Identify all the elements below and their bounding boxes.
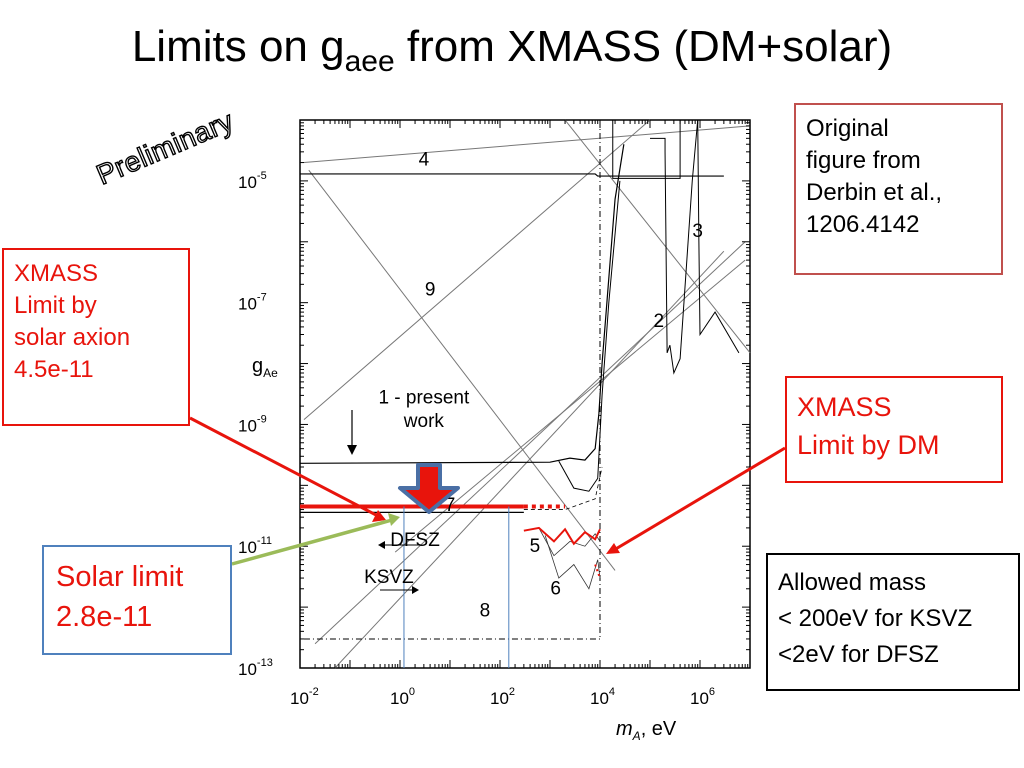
slide-title: Limits on gaee from XMASS (DM+solar)	[131, 22, 893, 78]
y-tick-label: 10-7	[238, 292, 267, 314]
xmass-solar-line-1: XMASS	[14, 260, 99, 287]
annotation-label: 4	[419, 149, 430, 170]
xmass-solar-box: XMASS Limit by solar axion 4.5e-11	[2, 248, 190, 426]
solar-limit-line-2: 2.8e-11	[56, 601, 153, 633]
series-line-box_top	[612, 120, 681, 179]
diagonal-limit-line	[314, 241, 746, 645]
original-figure-box: Original figure from Derbin et al., 1206…	[794, 103, 1003, 275]
solar-limit-line-1: Solar limit	[56, 561, 184, 593]
annotation-label: 2	[654, 311, 665, 332]
ksvz-arrowhead	[412, 586, 419, 594]
xmass-dm-box: XMASS Limit by DM	[785, 376, 1003, 483]
x-tick-label: 102	[490, 686, 515, 708]
x-tick-label: 10-2	[290, 686, 319, 708]
x-axis-label: mA, eV	[616, 718, 677, 743]
diagonal-limit-line	[334, 250, 725, 669]
annotation-label: 9	[425, 280, 436, 301]
xmass-dm-callout-arrow	[613, 446, 786, 552]
series-line-curve3	[697, 119, 740, 354]
solar-limit-callout-head	[388, 513, 400, 526]
allowed-line-3: <2eV for DFSZ	[778, 641, 939, 668]
allowed-mass-box: Allowed mass < 200eV for KSVZ <2eV for D…	[766, 553, 1020, 691]
xmass-solar-line-4: 4.5e-11	[14, 356, 94, 383]
original-line-1: Original	[806, 115, 889, 142]
xmass-dm-line-2: Limit by DM	[797, 430, 940, 460]
xmass-solar-line-3: solar axion	[14, 324, 131, 351]
annotation-label: 3	[692, 221, 703, 242]
y-axis-label: gAe	[252, 355, 278, 380]
xmass-dm-line-1: XMASS	[797, 392, 892, 422]
series-line-curve5	[538, 527, 601, 557]
annotation-label: work	[403, 411, 445, 432]
diagonal-limit-line	[394, 259, 746, 553]
series-line-xmass_dm	[523, 526, 601, 546]
xmass-dm-callout-head	[606, 543, 620, 554]
diagonal-limit-line	[308, 169, 616, 571]
annotation-label: 6	[550, 579, 561, 600]
diagonal-limit-line	[564, 119, 751, 354]
dfsz-arrowhead	[378, 541, 385, 549]
annotation-label: 1 - present	[378, 388, 470, 409]
y-tick-label: 10-13	[238, 657, 273, 679]
big-down-arrow	[398, 463, 460, 514]
plot-frame	[299, 119, 751, 669]
x-tick-label: 100	[390, 686, 415, 708]
solar-limit-callout-arrow	[231, 518, 393, 566]
present-work-arrowhead	[347, 445, 357, 455]
y-tick-label: 10-11	[238, 535, 272, 557]
series-line-curve1b	[558, 180, 621, 492]
xmass-solar-line-2: Limit by	[14, 292, 97, 319]
annotation-label: 7	[445, 495, 456, 516]
solar-limit-box: Solar limit 2.8e-11	[42, 545, 232, 655]
series-line-dashdot_curve	[523, 466, 603, 510]
xmass-solar-callout-head	[372, 510, 386, 522]
x-tick-label: 106	[690, 686, 715, 708]
series-line-curve4	[300, 173, 724, 177]
annotation-label: DFSZ	[390, 530, 440, 551]
allowed-line-2: < 200eV for KSVZ	[778, 605, 973, 632]
annotation-label: 5	[530, 536, 541, 557]
original-line-4: 1206.4142	[806, 211, 920, 238]
diagonal-limit-line	[303, 119, 651, 421]
series-line-curve1	[299, 144, 625, 464]
annotation-label: 8	[480, 601, 491, 622]
x-tick-label: 104	[590, 686, 615, 708]
y-tick-label: 10-9	[238, 413, 267, 435]
original-line-3: Derbin et al.,	[806, 179, 943, 206]
xmass-solar-callout-arrow	[189, 416, 379, 518]
annotation-label: KSVZ	[364, 567, 414, 588]
original-line-2: figure from	[806, 147, 921, 174]
y-tick-label: 10-5	[238, 170, 267, 192]
series-line-curve2	[650, 119, 699, 375]
allowed-line-1: Allowed mass	[778, 569, 927, 596]
diagonal-limit-line	[303, 125, 751, 164]
series-line-curve6	[544, 535, 601, 590]
series-line-xmass_dm_dot	[594, 564, 601, 579]
